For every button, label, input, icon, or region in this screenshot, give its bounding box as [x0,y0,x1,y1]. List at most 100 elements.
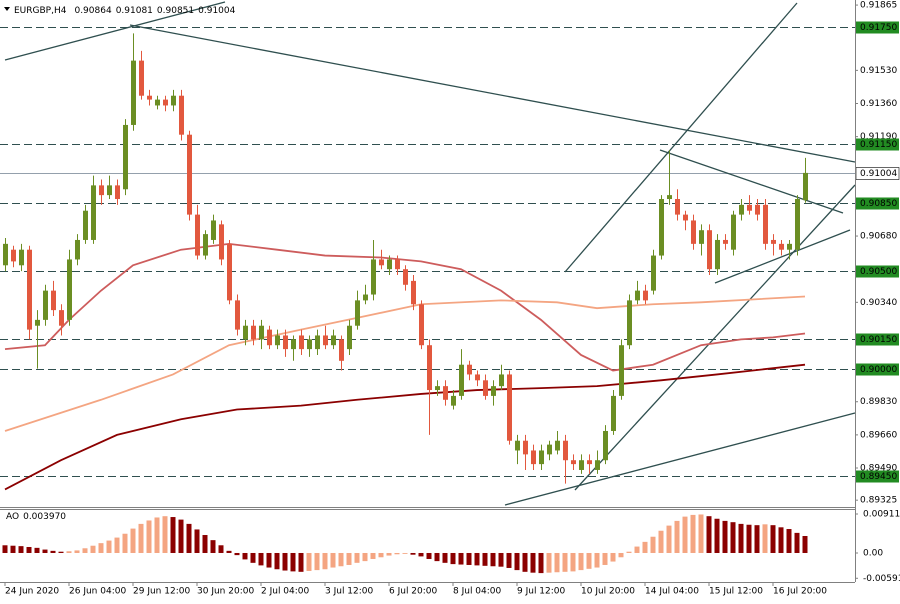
candle-body [763,204,768,244]
candle-body [755,204,760,215]
ao-bar [114,537,120,553]
ao-bar [410,552,416,555]
candle-body [475,374,480,381]
candle-body [803,172,808,201]
candle-body [35,319,40,326]
candle-body [219,224,224,260]
candle-body [651,255,656,291]
ao-bar [66,551,72,553]
candle-body [539,450,544,465]
level-label: 0.90000 [860,365,897,375]
candle-body [107,185,112,196]
ao-bar [546,552,552,573]
candle-body [339,339,344,361]
x-tick-label: 2 Jul 04:00 [261,587,310,597]
candle-body [11,249,16,262]
ohlc-value: 0.91081 [116,6,153,16]
candle-body [331,335,336,346]
ao-bar [418,552,424,557]
trend-line [4,1,226,61]
ao-bar [498,552,504,567]
candle-body [699,230,704,244]
candle-body [643,290,648,301]
ao-bar [746,524,752,553]
level-label: 0.90500 [860,267,897,277]
ao-bar [434,552,440,562]
x-tick-label: 30 Jun 20:00 [197,587,254,597]
candle-body [507,374,512,441]
candle-body [51,290,56,311]
chart-title: EURGBP,H4 0.90864 0.91081 0.90851 0.91004 [14,6,236,16]
y-tick-label: 0.91190 [860,132,897,142]
candle-body [323,335,328,346]
y-tick-label: 0.89660 [860,430,897,440]
channel-line [574,184,856,491]
candle-body [179,95,184,135]
candle-body [315,335,320,350]
ao-bar [162,516,168,553]
level-label-box [856,21,899,34]
x-tick-label: 15 Jul 12:00 [709,587,763,597]
ao-bar [802,536,808,553]
ao-bar [490,552,496,567]
ao-bar [458,552,464,565]
candle-body [771,239,776,244]
ao-bar [482,552,488,566]
ao-bar [530,552,536,573]
candle-body [363,294,368,301]
candle-body [131,60,136,125]
ao-bar [178,519,184,553]
candle-body [635,290,640,301]
candle-body [611,395,616,431]
ao-bar [258,552,264,566]
ao-bar [234,552,240,556]
symbol: EURGBP,H4 [14,6,67,16]
candle-body [75,239,80,260]
candle-body [403,269,408,285]
y-tick-label: 0.90680 [860,232,897,242]
level-label-box [856,138,899,151]
ao-bar [186,523,192,553]
y-tick-label: 0.91360 [860,99,897,109]
ao-bar [474,552,480,566]
x-tick-label: 16 Jul 20:00 [773,587,827,597]
ao-bar [450,552,456,565]
ao-bar [242,552,248,560]
candle-body [443,386,448,400]
ao-bar [306,552,312,571]
candle-body [715,239,720,270]
level-label: 0.90850 [860,199,897,209]
candle-body [99,185,104,196]
ao-bar [370,552,376,559]
y-tick-label: 0.89325 [860,496,897,506]
ao-bar [26,546,32,553]
level-label-box [856,470,899,483]
candle-body [795,199,800,250]
ohlc-value: 0.90864 [74,6,111,16]
ao-bar [626,551,632,553]
level-label-box [856,363,899,376]
x-tick-label: 6 Jul 20:00 [389,587,438,597]
candle-body [723,239,728,244]
candle-body [395,259,400,270]
ao-bar [658,530,664,553]
x-tick-label: 14 Jul 04:00 [645,587,699,597]
ao-bar [554,552,560,573]
candle-body [3,243,8,266]
level-label: 0.90150 [860,335,897,345]
candle-body [43,290,48,320]
candle-body [203,234,208,256]
ao-bar [442,552,448,563]
candle-body [595,460,600,470]
ao-bar [394,552,400,555]
candle-body [659,199,664,256]
ao-bar [570,552,576,572]
ao-bar [722,520,728,553]
ao-bar [170,517,176,553]
axes: 0.91865 0.91530 0.91360 0.91190 0.90680 0.903… [4,1,900,597]
candle-body [355,300,360,326]
ao-bar [362,552,368,562]
candle-body [83,210,88,240]
ao-bar [578,552,584,571]
